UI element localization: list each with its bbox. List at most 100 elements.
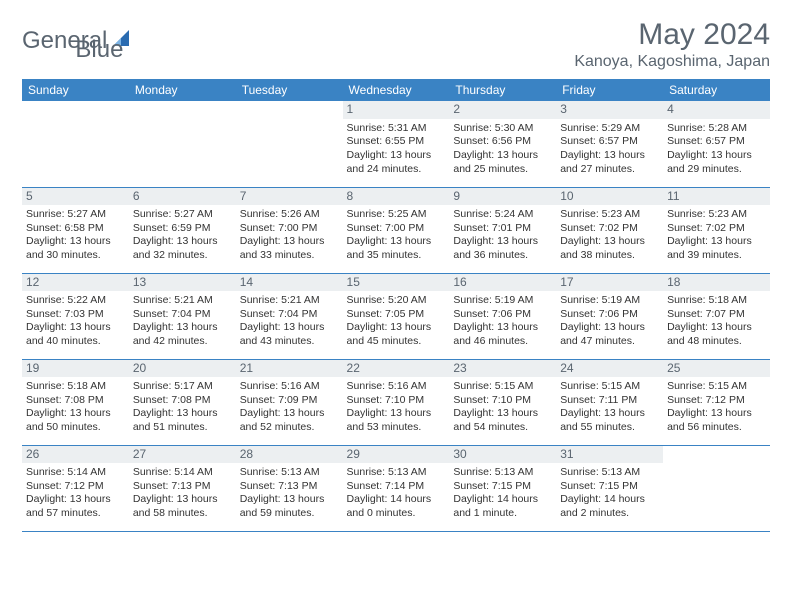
sunset-text: Sunset: 6:56 PM [453, 135, 552, 149]
day-cell: 6Sunrise: 5:27 AMSunset: 6:59 PMDaylight… [129, 187, 236, 273]
day-number: 28 [236, 446, 343, 464]
sunrise-text: Sunrise: 5:22 AM [26, 294, 125, 308]
day-cell: 19Sunrise: 5:18 AMSunset: 7:08 PMDayligh… [22, 359, 129, 445]
day-cell: 21Sunrise: 5:16 AMSunset: 7:09 PMDayligh… [236, 359, 343, 445]
day-cell: 24Sunrise: 5:15 AMSunset: 7:11 PMDayligh… [556, 359, 663, 445]
sunset-text: Sunset: 7:04 PM [133, 308, 232, 322]
location-subtitle: Kanoya, Kagoshima, Japan [574, 53, 770, 71]
day-cell: 23Sunrise: 5:15 AMSunset: 7:10 PMDayligh… [449, 359, 556, 445]
day-number: 3 [556, 101, 663, 119]
day-cell: 15Sunrise: 5:20 AMSunset: 7:05 PMDayligh… [343, 273, 450, 359]
day-number: 7 [236, 188, 343, 206]
day-number: 11 [663, 188, 770, 206]
sunset-text: Sunset: 7:08 PM [133, 394, 232, 408]
sunset-text: Sunset: 7:14 PM [347, 480, 446, 494]
daylight-text: Daylight: 14 hours and 1 minute. [453, 493, 552, 520]
sunrise-text: Sunrise: 5:13 AM [240, 466, 339, 480]
day-cell: 1Sunrise: 5:31 AMSunset: 6:55 PMDaylight… [343, 101, 450, 187]
day-cell: 27Sunrise: 5:14 AMSunset: 7:13 PMDayligh… [129, 445, 236, 531]
sunset-text: Sunset: 7:02 PM [560, 222, 659, 236]
daylight-text: Daylight: 14 hours and 2 minutes. [560, 493, 659, 520]
sunrise-text: Sunrise: 5:18 AM [26, 380, 125, 394]
day-cell: 31 Sunrise: 5:13 AMSunset: 7:15 PMDayligh… [556, 445, 663, 531]
sunrise-text: Sunrise: 5:25 AM [347, 208, 446, 222]
sunrise-text: Sunrise: 5:30 AM [453, 122, 552, 136]
col-sunday: Sunday [22, 79, 129, 101]
day-cell: 30Sunrise: 5:13 AMSunset: 7:15 PMDayligh… [449, 445, 556, 531]
col-thursday: Thursday [449, 79, 556, 101]
sunrise-text: Sunrise: 5:26 AM [240, 208, 339, 222]
sunrise-text: Sunrise: 5:24 AM [453, 208, 552, 222]
sunrise-text: Sunrise: 5:27 AM [133, 208, 232, 222]
sunset-text: Sunset: 7:15 PM [560, 480, 659, 494]
daylight-text: Daylight: 13 hours and 38 minutes. [560, 235, 659, 262]
day-cell: 29Sunrise: 5:13 AMSunset: 7:14 PMDayligh… [343, 445, 450, 531]
daylight-text: Daylight: 13 hours and 39 minutes. [667, 235, 766, 262]
day-number: 25 [663, 360, 770, 378]
sunrise-text: Sunrise: 5:23 AM [560, 208, 659, 222]
sunset-text: Sunset: 7:07 PM [667, 308, 766, 322]
daylight-text: Daylight: 13 hours and 54 minutes. [453, 407, 552, 434]
sunset-text: Sunset: 7:08 PM [26, 394, 125, 408]
day-number: 12 [22, 274, 129, 292]
sunset-text: Sunset: 6:55 PM [347, 135, 446, 149]
month-title: May 2024 [574, 18, 770, 51]
sunrise-text: Sunrise: 5:18 AM [667, 294, 766, 308]
daylight-text: Daylight: 13 hours and 36 minutes. [453, 235, 552, 262]
day-number: 19 [22, 360, 129, 378]
sunset-text: Sunset: 7:06 PM [453, 308, 552, 322]
day-number: 8 [343, 188, 450, 206]
daylight-text: Daylight: 13 hours and 48 minutes. [667, 321, 766, 348]
day-number: 10 [556, 188, 663, 206]
daylight-text: Daylight: 13 hours and 33 minutes. [240, 235, 339, 262]
day-number: 23 [449, 360, 556, 378]
daylight-text: Daylight: 13 hours and 35 minutes. [347, 235, 446, 262]
brand-logo: General Blue [22, 18, 123, 64]
daylight-text: Daylight: 13 hours and 40 minutes. [26, 321, 125, 348]
daylight-text: Daylight: 13 hours and 51 minutes. [133, 407, 232, 434]
sunrise-text: Sunrise: 5:27 AM [26, 208, 125, 222]
day-cell: 3Sunrise: 5:29 AMSunset: 6:57 PMDaylight… [556, 101, 663, 187]
sunset-text: Sunset: 7:05 PM [347, 308, 446, 322]
day-cell [22, 101, 129, 187]
day-cell: 28Sunrise: 5:13 AMSunset: 7:13 PMDayligh… [236, 445, 343, 531]
day-number: 31 [556, 446, 663, 464]
col-monday: Monday [129, 79, 236, 101]
sunset-text: Sunset: 7:12 PM [667, 394, 766, 408]
sunset-text: Sunset: 7:09 PM [240, 394, 339, 408]
day-cell [236, 101, 343, 187]
sunrise-text: Sunrise: 5:29 AM [560, 122, 659, 136]
day-cell: 13Sunrise: 5:21 AMSunset: 7:04 PMDayligh… [129, 273, 236, 359]
day-cell: 2Sunrise: 5:30 AMSunset: 6:56 PMDaylight… [449, 101, 556, 187]
daylight-text: Daylight: 13 hours and 56 minutes. [667, 407, 766, 434]
sunset-text: Sunset: 7:15 PM [453, 480, 552, 494]
daylight-text: Daylight: 13 hours and 24 minutes. [347, 149, 446, 176]
sunrise-text: Sunrise: 5:19 AM [453, 294, 552, 308]
day-header-row: Sunday Monday Tuesday Wednesday Thursday… [22, 79, 770, 101]
day-cell: 20Sunrise: 5:17 AMSunset: 7:08 PMDayligh… [129, 359, 236, 445]
day-cell: 11Sunrise: 5:23 AMSunset: 7:02 PMDayligh… [663, 187, 770, 273]
daylight-text: Daylight: 13 hours and 29 minutes. [667, 149, 766, 176]
sunset-text: Sunset: 7:00 PM [240, 222, 339, 236]
sunrise-text: Sunrise: 5:21 AM [133, 294, 232, 308]
header: General Blue May 2024 Kanoya, Kagoshima,… [22, 18, 770, 71]
day-cell [663, 445, 770, 531]
day-cell: 16Sunrise: 5:19 AMSunset: 7:06 PMDayligh… [449, 273, 556, 359]
week-row: 1Sunrise: 5:31 AMSunset: 6:55 PMDaylight… [22, 101, 770, 187]
day-cell: 7 Sunrise: 5:26 AMSunset: 7:00 PMDaylight… [236, 187, 343, 273]
daylight-text: Daylight: 13 hours and 27 minutes. [560, 149, 659, 176]
day-number: 22 [343, 360, 450, 378]
sunset-text: Sunset: 6:57 PM [667, 135, 766, 149]
sunrise-text: Sunrise: 5:28 AM [667, 122, 766, 136]
sunrise-text: Sunrise: 5:21 AM [240, 294, 339, 308]
day-cell: 4Sunrise: 5:28 AMSunset: 6:57 PMDaylight… [663, 101, 770, 187]
day-number: 16 [449, 274, 556, 292]
sunrise-text: Sunrise: 5:23 AM [667, 208, 766, 222]
day-cell: 12Sunrise: 5:22 AMSunset: 7:03 PMDayligh… [22, 273, 129, 359]
sunrise-text: Sunrise: 5:20 AM [347, 294, 446, 308]
sunset-text: Sunset: 7:11 PM [560, 394, 659, 408]
day-cell [129, 101, 236, 187]
sunset-text: Sunset: 7:06 PM [560, 308, 659, 322]
sunrise-text: Sunrise: 5:13 AM [560, 466, 659, 480]
daylight-text: Daylight: 13 hours and 47 minutes. [560, 321, 659, 348]
